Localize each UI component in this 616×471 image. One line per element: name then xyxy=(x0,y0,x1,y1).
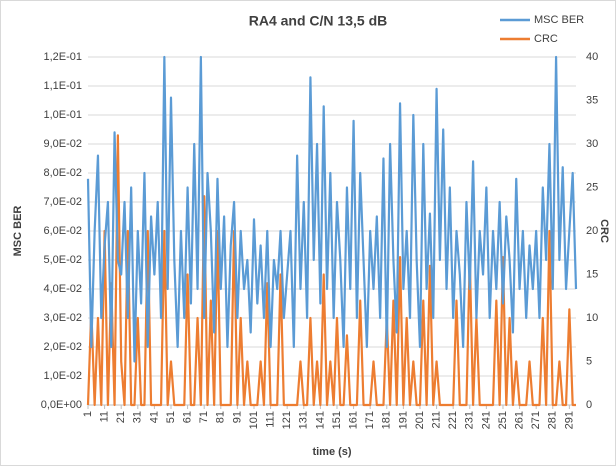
x-tick-label: 181 xyxy=(381,411,393,429)
x-tick-label: 1 xyxy=(82,411,94,417)
x-tick-label: 271 xyxy=(530,411,542,429)
x-tick-label: 81 xyxy=(215,411,227,423)
y2-tick-label: 10 xyxy=(586,312,598,324)
x-tick-label: 31 xyxy=(132,411,144,423)
y2-tick-label: 0 xyxy=(586,399,592,411)
x-tick-label: 161 xyxy=(347,411,359,429)
x-tick-label: 141 xyxy=(314,411,326,429)
x-axis-title: time (s) xyxy=(312,446,351,458)
y-tick-label: 6,0E-02 xyxy=(43,225,82,237)
y2-tick-label: 15 xyxy=(586,268,598,280)
x-tick-label: 111 xyxy=(264,411,276,428)
x-tick-label: 21 xyxy=(115,411,127,423)
series-line xyxy=(86,55,578,363)
y2-tick-label: 20 xyxy=(586,225,598,237)
x-tick-label: 41 xyxy=(148,411,160,423)
y2-tick-label: 40 xyxy=(586,51,598,63)
y2-tick-label: 30 xyxy=(586,138,598,150)
y-tick-label: 4,0E-02 xyxy=(43,283,82,295)
y-axis-title: MSC BER xyxy=(12,206,24,257)
x-tick-label: 51 xyxy=(165,411,177,423)
x-tick-label: 11 xyxy=(99,411,111,422)
y-tick-label: 1,1E-01 xyxy=(43,80,82,92)
y2-tick-label: 35 xyxy=(586,94,598,106)
x-tick-label: 221 xyxy=(447,411,459,429)
legend-label: MSC BER xyxy=(534,14,584,26)
x-tick-label: 251 xyxy=(497,411,509,429)
x-tick-label: 201 xyxy=(414,411,426,429)
x-tick-label: 211 xyxy=(430,411,442,429)
y2-tick-label: 5 xyxy=(586,355,592,367)
y-tick-label: 8,0E-02 xyxy=(43,167,82,179)
y-tick-label: 1,0E-02 xyxy=(43,370,82,382)
y2-axis-title: CRC xyxy=(598,219,610,243)
y-tick-label: 0,0E+00 xyxy=(41,399,82,411)
x-tick-label: 71 xyxy=(198,411,210,423)
x-tick-label: 291 xyxy=(563,411,575,429)
y-tick-label: 3,0E-02 xyxy=(43,312,82,324)
y-tick-label: 2,0E-02 xyxy=(43,341,82,353)
x-tick-label: 191 xyxy=(397,411,409,429)
y2-tick-label: 25 xyxy=(586,181,598,193)
x-tick-label: 121 xyxy=(281,411,293,429)
x-tick-label: 231 xyxy=(464,411,476,429)
y-tick-label: 5,0E-02 xyxy=(43,254,82,266)
chart-title: RA4 and C/N 13,5 dB xyxy=(249,13,387,29)
x-tick-label: 91 xyxy=(231,411,243,423)
y-tick-label: 1,0E-01 xyxy=(43,109,82,121)
y-tick-label: 9,0E-02 xyxy=(43,138,82,150)
x-tick-label: 151 xyxy=(331,411,343,429)
x-tick-label: 241 xyxy=(480,411,492,429)
x-tick-label: 261 xyxy=(513,411,525,429)
x-tick-label: 101 xyxy=(248,411,260,429)
y-tick-label: 7,0E-02 xyxy=(43,196,82,208)
x-tick-label: 131 xyxy=(298,411,310,429)
y-tick-label: 1,2E-01 xyxy=(43,51,82,63)
legend-label: CRC xyxy=(534,33,558,45)
x-tick-label: 61 xyxy=(181,411,193,423)
x-tick-label: 281 xyxy=(547,411,559,429)
x-tick-label: 171 xyxy=(364,411,376,429)
series-line xyxy=(86,134,576,407)
